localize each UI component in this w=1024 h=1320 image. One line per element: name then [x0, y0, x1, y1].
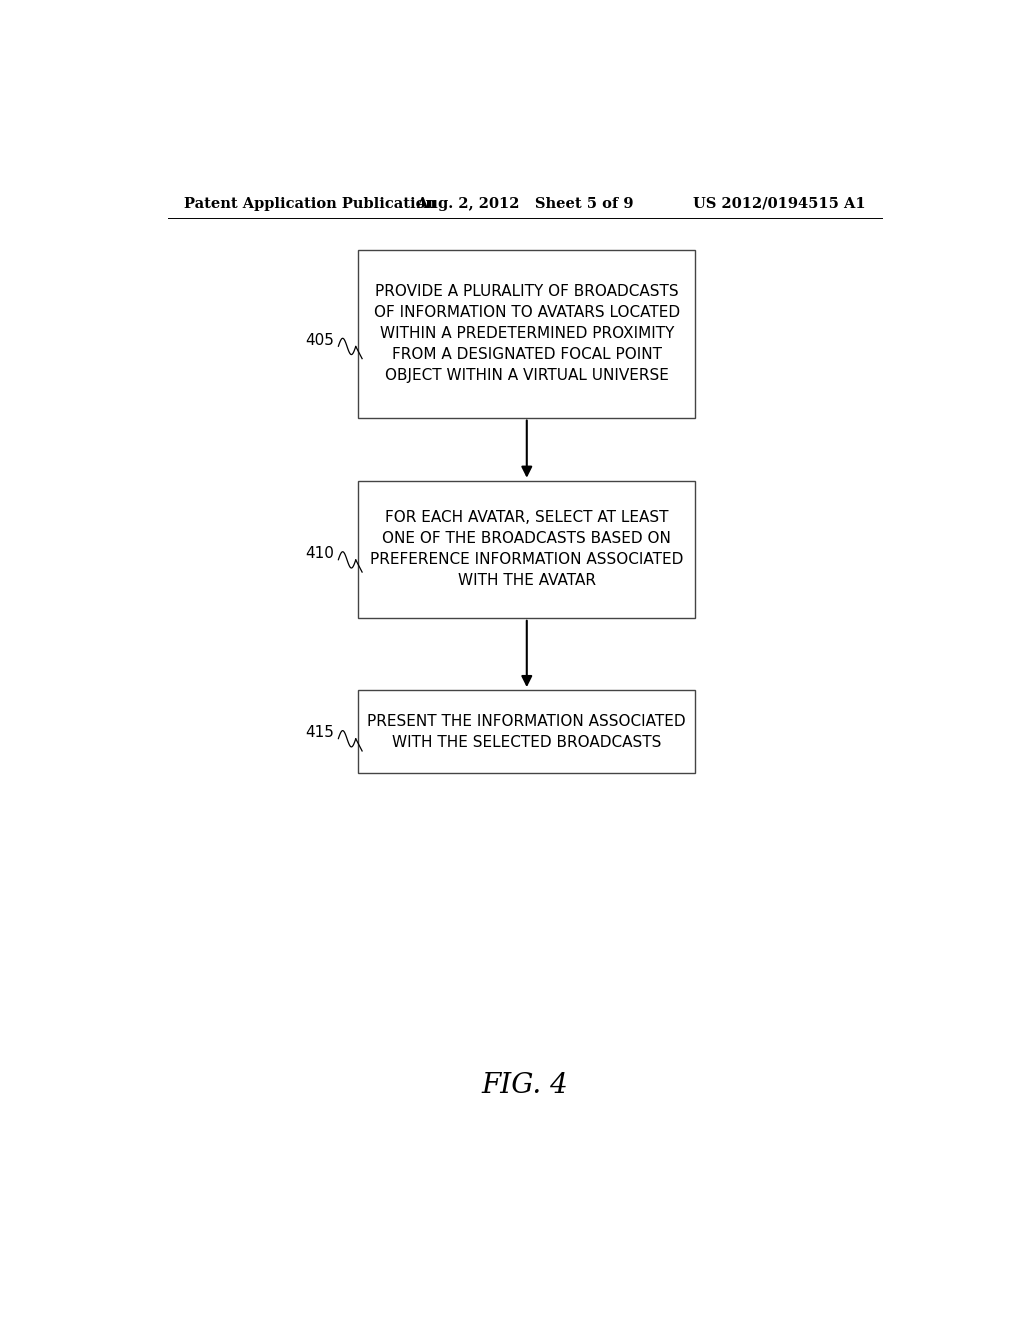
Text: Patent Application Publication: Patent Application Publication: [183, 197, 435, 211]
Bar: [358, 690, 695, 774]
Text: 405: 405: [305, 333, 334, 348]
Text: FOR EACH AVATAR, SELECT AT LEAST
ONE OF THE BROADCASTS BASED ON
PREFERENCE INFOR: FOR EACH AVATAR, SELECT AT LEAST ONE OF …: [370, 511, 683, 589]
Text: 415: 415: [305, 725, 334, 741]
Text: Aug. 2, 2012   Sheet 5 of 9: Aug. 2, 2012 Sheet 5 of 9: [416, 197, 634, 211]
Text: FIG. 4: FIG. 4: [481, 1072, 568, 1098]
Text: 410: 410: [305, 546, 334, 561]
Text: PRESENT THE INFORMATION ASSOCIATED
WITH THE SELECTED BROADCASTS: PRESENT THE INFORMATION ASSOCIATED WITH …: [368, 714, 686, 750]
Text: US 2012/0194515 A1: US 2012/0194515 A1: [693, 197, 866, 211]
Bar: [358, 480, 695, 618]
Bar: [358, 249, 695, 417]
Text: PROVIDE A PLURALITY OF BROADCASTS
OF INFORMATION TO AVATARS LOCATED
WITHIN A PRE: PROVIDE A PLURALITY OF BROADCASTS OF INF…: [374, 284, 680, 383]
